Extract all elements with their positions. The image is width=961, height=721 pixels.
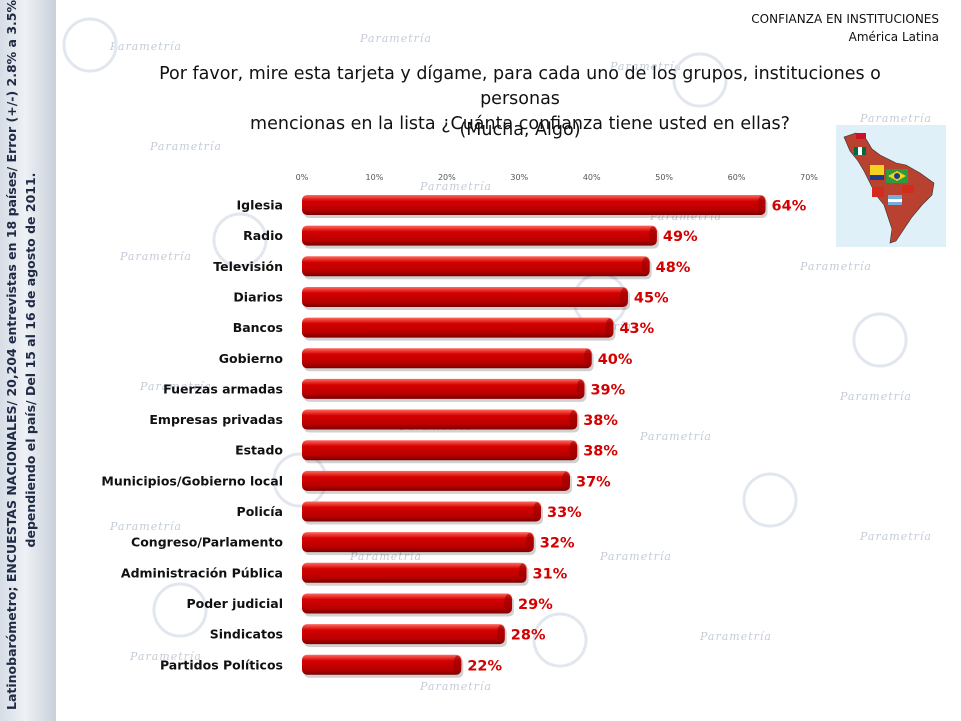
- bar: [302, 348, 592, 369]
- category-label: Administración Pública: [121, 565, 283, 580]
- value-label: 33%: [547, 505, 582, 521]
- x-tick-label: 10%: [366, 173, 384, 182]
- bar: [302, 440, 578, 461]
- category-label: Diarios: [233, 289, 283, 304]
- bar-end-cap: [576, 379, 585, 398]
- category-label: Bancos: [233, 320, 283, 335]
- x-tick-label: 20%: [438, 173, 456, 182]
- bar-group: [302, 195, 768, 218]
- bar-group: [302, 593, 515, 617]
- value-label: 43%: [619, 321, 654, 337]
- bar: [302, 378, 585, 399]
- bar: [302, 256, 650, 277]
- category-label: Iglesia: [236, 198, 283, 213]
- bar: [302, 562, 527, 583]
- bar-group: [302, 409, 580, 433]
- left-decorative-strip: [0, 0, 56, 721]
- x-tick-label: 50%: [655, 173, 673, 182]
- x-tick-label: 40%: [583, 173, 601, 182]
- bar-end-cap: [619, 287, 628, 306]
- question-subtitle: (Mucha, Algo): [459, 120, 581, 140]
- bar-end-cap: [533, 502, 542, 521]
- bar-group: [302, 317, 616, 341]
- value-label: 29%: [518, 597, 553, 613]
- category-label: Poder judicial: [186, 596, 283, 611]
- category-label: Policía: [237, 504, 283, 519]
- bar-end-cap: [453, 655, 462, 674]
- bar-group: [302, 501, 544, 525]
- category-label: Empresas privadas: [149, 412, 283, 427]
- bar-group: [302, 654, 464, 678]
- bar: [302, 593, 513, 614]
- value-label: 64%: [772, 199, 807, 215]
- bar: [302, 286, 628, 307]
- bar-group: [302, 440, 580, 464]
- bar-group: [302, 378, 587, 402]
- x-tick-label: 60%: [728, 173, 746, 182]
- bar: [302, 317, 614, 338]
- value-label: 37%: [576, 474, 611, 490]
- bar: [302, 654, 462, 675]
- value-label: 40%: [598, 352, 633, 368]
- question-line1: Por favor, mire esta tarjeta y dígame, p…: [159, 64, 881, 109]
- bar-end-cap: [569, 410, 578, 429]
- bar-group: [302, 348, 594, 372]
- bar: [302, 470, 570, 491]
- bar: [302, 225, 657, 246]
- bar-end-cap: [569, 441, 578, 460]
- x-tick-label: 0%: [296, 173, 309, 182]
- value-label: 32%: [540, 536, 575, 552]
- bar-group: [302, 470, 572, 494]
- category-label: Gobierno: [219, 351, 284, 366]
- bar: [302, 624, 505, 645]
- bar-end-cap: [518, 563, 527, 582]
- bar-group: [302, 624, 507, 648]
- x-tick-label: 70%: [800, 173, 818, 182]
- category-label: Televisión: [213, 259, 283, 274]
- bar: [302, 532, 534, 553]
- bar: [302, 409, 578, 430]
- header-region: América Latina: [848, 30, 939, 44]
- bar-end-cap: [583, 349, 592, 368]
- header-label: CONFIANZA EN INSTITUCIONES América Latin…: [751, 10, 939, 46]
- bar-end-cap: [561, 471, 570, 490]
- bar-end-cap: [504, 594, 513, 613]
- bar: [302, 195, 766, 215]
- bar-end-cap: [757, 196, 766, 214]
- bar-end-cap: [525, 533, 534, 552]
- header-title: CONFIANZA EN INSTITUCIONES: [751, 12, 939, 26]
- category-label: Radio: [243, 228, 283, 243]
- value-label: 38%: [583, 413, 618, 429]
- bar-group: [302, 286, 630, 310]
- question-text: Por favor, mire esta tarjeta y dígame, p…: [120, 62, 920, 137]
- x-tick-label: 30%: [510, 173, 528, 182]
- category-label: Fuerzas armadas: [163, 381, 283, 396]
- latin-america-map-image: [836, 125, 946, 247]
- bar-group: [302, 532, 536, 556]
- value-label: 39%: [590, 382, 625, 398]
- value-label: 31%: [533, 566, 568, 582]
- category-label: Congreso/Parlamento: [131, 535, 283, 550]
- value-label: 22%: [467, 658, 502, 674]
- bar-group: [302, 256, 652, 280]
- bar: [302, 501, 542, 522]
- category-label: Sindicatos: [210, 627, 283, 642]
- value-label: 28%: [511, 628, 546, 644]
- category-label: Municipios/Gobierno local: [101, 473, 283, 488]
- category-label: Estado: [235, 443, 283, 458]
- category-label: Partidos Políticos: [160, 657, 283, 672]
- value-label: 49%: [663, 229, 698, 245]
- bar-end-cap: [605, 318, 614, 337]
- value-label: 48%: [656, 260, 691, 276]
- bar-end-cap: [641, 257, 650, 276]
- bar-end-cap: [496, 625, 505, 644]
- bar-end-cap: [648, 226, 657, 245]
- bar-group: [302, 225, 659, 249]
- value-label: 45%: [634, 290, 669, 306]
- value-label: 38%: [583, 444, 618, 460]
- bar-group: [302, 562, 529, 586]
- question-line2: mencionas en la lista ¿Cuánta confianza …: [250, 114, 790, 134]
